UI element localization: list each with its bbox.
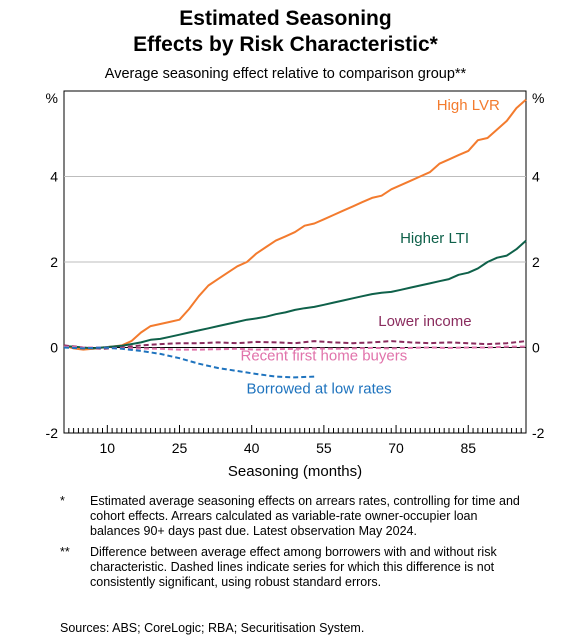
chart-subtitle: Average seasoning effect relative to com… [104,66,467,82]
y-tick-label-left: -2 [46,425,59,441]
footnote-2-mark: ** [60,545,70,559]
y-tick-label-left: 2 [50,254,58,270]
footnote-2-text: Difference between average effect among … [90,545,497,589]
series-line-high-lvr [63,98,527,351]
y-tick-label-left: 4 [50,169,58,185]
x-axis-label: Seasoning (months) [228,463,362,480]
y-tick-label-right: 2 [532,254,540,270]
series-label-borrowed-at-low-rates: Borrowed at low rates [247,381,392,398]
chart-title-line1: Estimated Seasoning [179,7,392,30]
x-tick-label: 55 [316,440,332,456]
series-line-recent-first-home-buyers [63,345,526,351]
x-tick-label: 70 [388,440,404,456]
footnote-1: * Estimated average seasoning effects on… [60,494,530,539]
y-axis-unit-right: % [532,90,544,106]
y-tick-label-right: 0 [532,340,540,356]
sources: Sources: ABS; CoreLogic; RBA; Securitisa… [60,621,365,635]
chart-title-line2: Effects by Risk Characteristic* [133,33,438,56]
series-line-higher-lti [63,239,527,350]
series-label-higher-lti: Higher LTI [400,230,469,247]
series-line-lower-income [63,340,527,350]
footnote-2: ** Difference between average effect amo… [60,545,530,590]
y-tick-label-left: 0 [50,340,58,356]
footnotes: * Estimated average seasoning effects on… [60,494,530,596]
x-tick-label: 10 [100,440,116,456]
footnote-1-text: Estimated average seasoning effects on a… [90,494,520,538]
chart-title: Estimated Seasoning Effects by Risk Char… [0,6,571,58]
line-chart: -2 -2 0 0 2 2 4 4% % 10 25 40 55 70 85 Seasoning (month… [46,90,545,480]
series-label-high-lvr: High LVR [437,97,500,114]
series-line-borrowed-at-low-rates [63,346,315,379]
x-tick-label: 40 [244,440,260,456]
y-tick-label-right: -2 [532,425,545,441]
series-label-recent-first-home-buyers: Recent first home buyers [241,347,408,364]
y-tick-label-right: 4 [532,169,540,185]
y-axis-unit-left: % [46,90,58,106]
footnote-1-mark: * [60,494,65,508]
x-tick-label: 25 [172,440,188,456]
series-label-lower-income: Lower income [378,313,471,330]
x-tick-label: 85 [460,440,476,456]
